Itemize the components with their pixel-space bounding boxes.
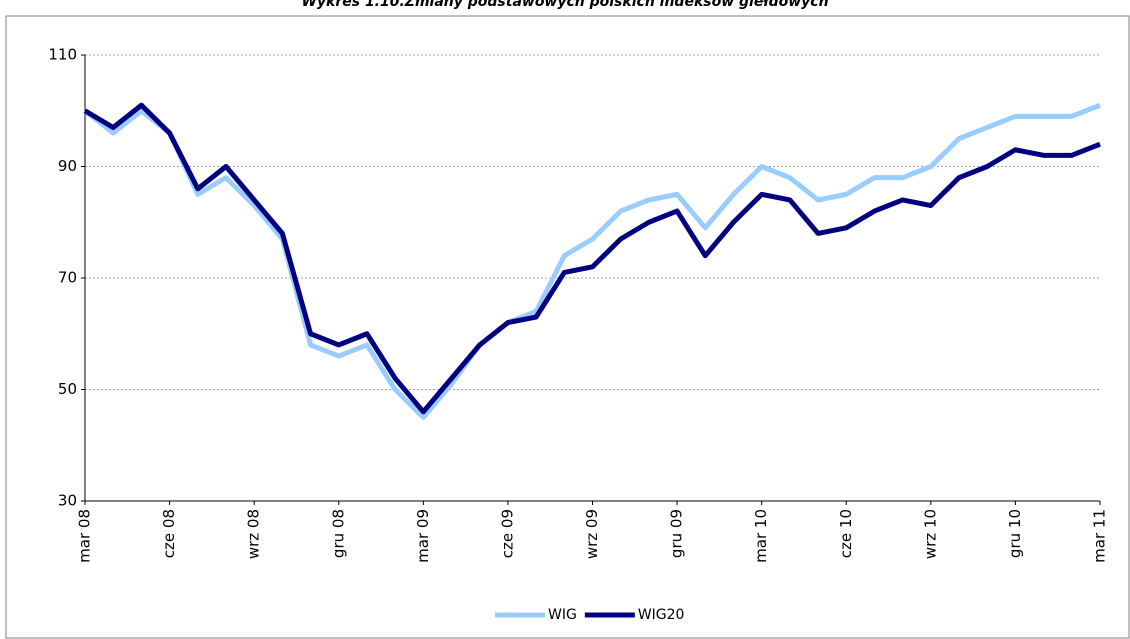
x-tick-label: wrz 10 — [921, 509, 939, 559]
x-tick-label: cze 10 — [837, 509, 855, 558]
x-tick-label: cze 09 — [498, 509, 516, 558]
chart-frame — [5, 15, 1130, 639]
chart-title: Wykres 1.10.Zmiany podstawowych polskich… — [301, 0, 828, 10]
series-line — [83, 102, 1101, 420]
y-tick-label: 30 — [58, 492, 77, 510]
y-tick-label: 90 — [58, 157, 77, 175]
y-tick-label: 110 — [48, 46, 77, 64]
x-tick-label: gru 08 — [329, 509, 347, 558]
x-tick-label: gru 09 — [668, 509, 686, 558]
x-tick-label: cze 08 — [160, 509, 178, 558]
x-tick-label: mar 08 — [76, 509, 94, 563]
x-tick-label: mar 10 — [752, 509, 770, 563]
y-tick-label: 70 — [58, 269, 77, 287]
legend-label: WIG20 — [638, 607, 685, 623]
x-tick-label: wrz 09 — [583, 509, 601, 559]
x-tick-label: mar 09 — [414, 509, 432, 563]
series-line — [83, 102, 1101, 415]
x-tick-label: gru 10 — [1006, 509, 1024, 558]
x-tick-label: mar 11 — [1091, 509, 1109, 563]
x-tick-label: wrz 08 — [245, 509, 263, 559]
legend-label: WIG — [548, 607, 577, 623]
y-tick-label: 50 — [58, 380, 77, 398]
